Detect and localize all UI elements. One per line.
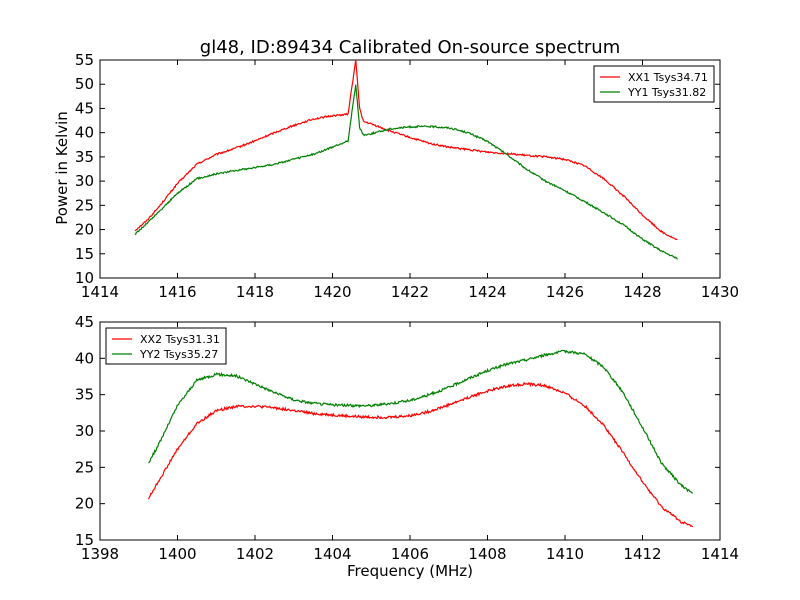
top-y-tick-label: 35: [75, 148, 94, 166]
top-y-tick-label: 10: [75, 269, 94, 287]
bottom-x-tick-label: 1410: [546, 545, 584, 563]
top-y-tick-label: 30: [75, 172, 94, 190]
bottom-y-tick-label: 45: [75, 313, 94, 331]
top-legend-label: XX1 Tsys34.71: [628, 71, 708, 84]
top-legend-box: [593, 65, 715, 103]
bottom-legend-box: [105, 327, 227, 365]
top-y-tick-label: 50: [75, 75, 94, 93]
top-y-tick-label: 40: [75, 124, 94, 142]
bottom-x-tick-label: 1414: [701, 545, 739, 563]
bottom-x-tick-label: 1402: [236, 545, 274, 563]
bottom-x-tick-label: 1404: [313, 545, 351, 563]
bottom-y-tick-label: 25: [75, 458, 94, 476]
bottom-plot: 1398 1400 1402 1404 1406 1408 1410 1412 1414 15 20…: [75, 313, 739, 563]
bottom-y-tick-label: 20: [75, 495, 94, 513]
bottom-legend-label: YY2 Tsys35.27: [139, 348, 218, 361]
bottom-x-tick-label: 1412: [623, 545, 661, 563]
top-x-tick-label: 1426: [546, 283, 584, 301]
top-legend-label: YY1 Tsys31.82: [627, 86, 706, 99]
top-y-tick-label: 20: [75, 221, 94, 239]
top-x-tick-label: 1430: [701, 283, 739, 301]
top-x-tick-label: 1418: [236, 283, 274, 301]
bottom-x-tick-label: 1408: [468, 545, 506, 563]
top-x-tick-label: 1420: [313, 283, 351, 301]
top-y-tick-label: 55: [75, 51, 94, 69]
top-series-line-1: [134, 60, 678, 241]
top-y-tick-label: 45: [75, 99, 94, 117]
top-legend: XX1 Tsys34.71 YY1 Tsys31.82: [593, 65, 715, 103]
bottom-y-tick-label: 40: [75, 349, 94, 367]
top-series-line-2: [134, 84, 678, 260]
top-x-tick-label: 1428: [623, 283, 661, 301]
top-plot: 1414 1416 1418 1420 1422 1424 1426 1428 1430 10 15…: [75, 51, 739, 301]
bottom-y-tick-label: 35: [75, 386, 94, 404]
top-y-tick-label: 25: [75, 196, 94, 214]
bottom-x-tick-label: 1400: [158, 545, 196, 563]
top-y-tick-label: 15: [75, 245, 94, 263]
bottom-y-tick-label: 30: [75, 422, 94, 440]
top-x-tick-label: 1422: [391, 283, 429, 301]
bottom-x-tick-label: 1398: [81, 545, 119, 563]
bottom-x-tick-label: 1406: [391, 545, 429, 563]
top-x-tick-label: 1424: [468, 283, 506, 301]
top-x-tick-label: 1416: [158, 283, 196, 301]
bottom-y-tick-label: 15: [75, 531, 94, 549]
chart-title: gl48, ID:89434 Calibrated On-source spec…: [200, 37, 620, 58]
y-axis-label: Power in Kelvin: [53, 111, 71, 225]
bottom-series-line-1: [147, 381, 693, 528]
bottom-legend: XX2 Tsys31.31 YY2 Tsys35.27: [105, 327, 227, 365]
x-axis-label: Frequency (MHz): [347, 562, 473, 580]
bottom-legend-label: XX2 Tsys31.31: [140, 333, 220, 346]
top-x-tick-label: 1414: [81, 283, 119, 301]
bottom-series-line-2: [148, 349, 693, 494]
